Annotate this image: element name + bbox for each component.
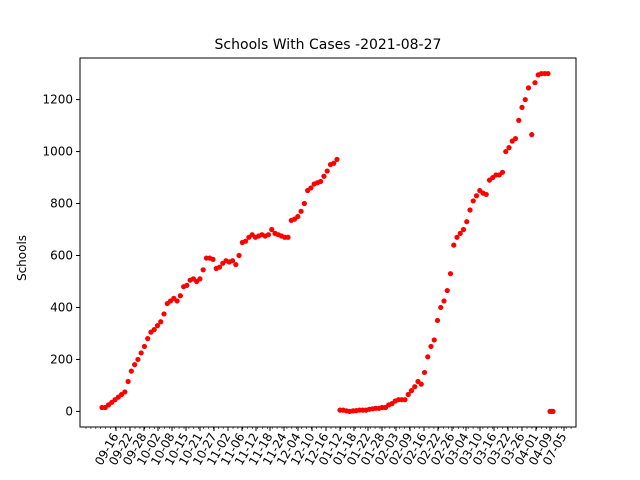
data-point — [473, 193, 480, 199]
data-point — [301, 200, 307, 207]
data-point — [434, 317, 441, 324]
data-point — [441, 298, 447, 304]
x-axis: 09-1609-2209-2810-0210-0810-1510-2110-27… — [85, 427, 572, 468]
data-point — [467, 207, 473, 213]
data-point — [447, 271, 454, 277]
data-point — [334, 156, 340, 162]
data-point — [431, 337, 437, 343]
data-point — [402, 397, 408, 403]
data-point — [158, 319, 164, 325]
data-point — [308, 185, 314, 191]
data-point — [451, 242, 457, 248]
data-point — [174, 298, 180, 304]
y-tick-label: 200 — [50, 352, 73, 366]
data-point — [418, 381, 424, 387]
data-point — [197, 276, 203, 282]
data-point — [405, 391, 411, 398]
data-point — [184, 282, 190, 288]
data-point — [141, 343, 148, 350]
data-point — [151, 326, 157, 333]
data-point — [324, 168, 330, 174]
y-tick-label: 800 — [50, 197, 73, 211]
data-point — [421, 369, 428, 376]
data-point — [161, 311, 167, 317]
data-point — [321, 173, 327, 179]
data-point — [522, 96, 528, 103]
data-point — [438, 304, 444, 311]
y-tick-label: 1000 — [42, 145, 73, 159]
data-point — [550, 408, 556, 415]
y-axis: 0 200 400 600 800 1000 1200 — [42, 93, 80, 418]
data-point — [428, 343, 434, 350]
data-point — [122, 389, 128, 395]
data-point — [529, 132, 535, 138]
chart-title: Schools With Cases -2021-08-27 — [215, 37, 442, 53]
data-point — [233, 261, 239, 268]
data-point — [519, 104, 525, 110]
data-point — [464, 219, 470, 225]
data-point — [525, 85, 532, 91]
data-point — [318, 178, 324, 185]
data-point — [454, 234, 460, 240]
plot-frame — [79, 57, 577, 428]
data-point — [132, 362, 138, 368]
data-point — [216, 264, 223, 270]
y-tick-label: 1200 — [42, 93, 73, 107]
y-tick-label: 400 — [50, 300, 73, 314]
data-point — [444, 287, 450, 294]
data-point — [506, 145, 512, 151]
data-point — [138, 350, 144, 356]
data-point — [425, 354, 431, 360]
data-point — [243, 238, 249, 244]
data-point — [503, 148, 509, 155]
data-point — [512, 135, 519, 142]
data-point — [457, 230, 463, 236]
data-point — [470, 198, 476, 204]
data-point — [483, 191, 489, 198]
data-point — [210, 256, 216, 262]
data-point — [298, 208, 304, 214]
data-point — [125, 378, 131, 385]
data-point — [295, 213, 301, 220]
data-point — [408, 388, 415, 394]
data-points — [99, 70, 556, 415]
data-point — [545, 70, 551, 77]
data-point — [154, 323, 161, 329]
data-point — [285, 234, 291, 240]
data-point — [532, 80, 538, 86]
data-point — [128, 368, 134, 374]
data-point — [200, 267, 206, 273]
data-point — [412, 384, 418, 390]
y-tick-label: 0 — [65, 404, 73, 418]
y-axis-label: Schools — [15, 235, 29, 281]
data-point — [135, 356, 141, 363]
data-point — [499, 169, 506, 175]
data-point — [265, 232, 272, 238]
data-point — [516, 117, 522, 123]
data-point — [460, 226, 467, 233]
data-point — [269, 226, 275, 233]
y-tick-label: 600 — [50, 248, 73, 262]
data-point — [177, 293, 183, 299]
data-point — [145, 336, 151, 342]
data-point — [236, 252, 242, 259]
data-point — [229, 258, 236, 264]
data-point — [331, 160, 337, 166]
